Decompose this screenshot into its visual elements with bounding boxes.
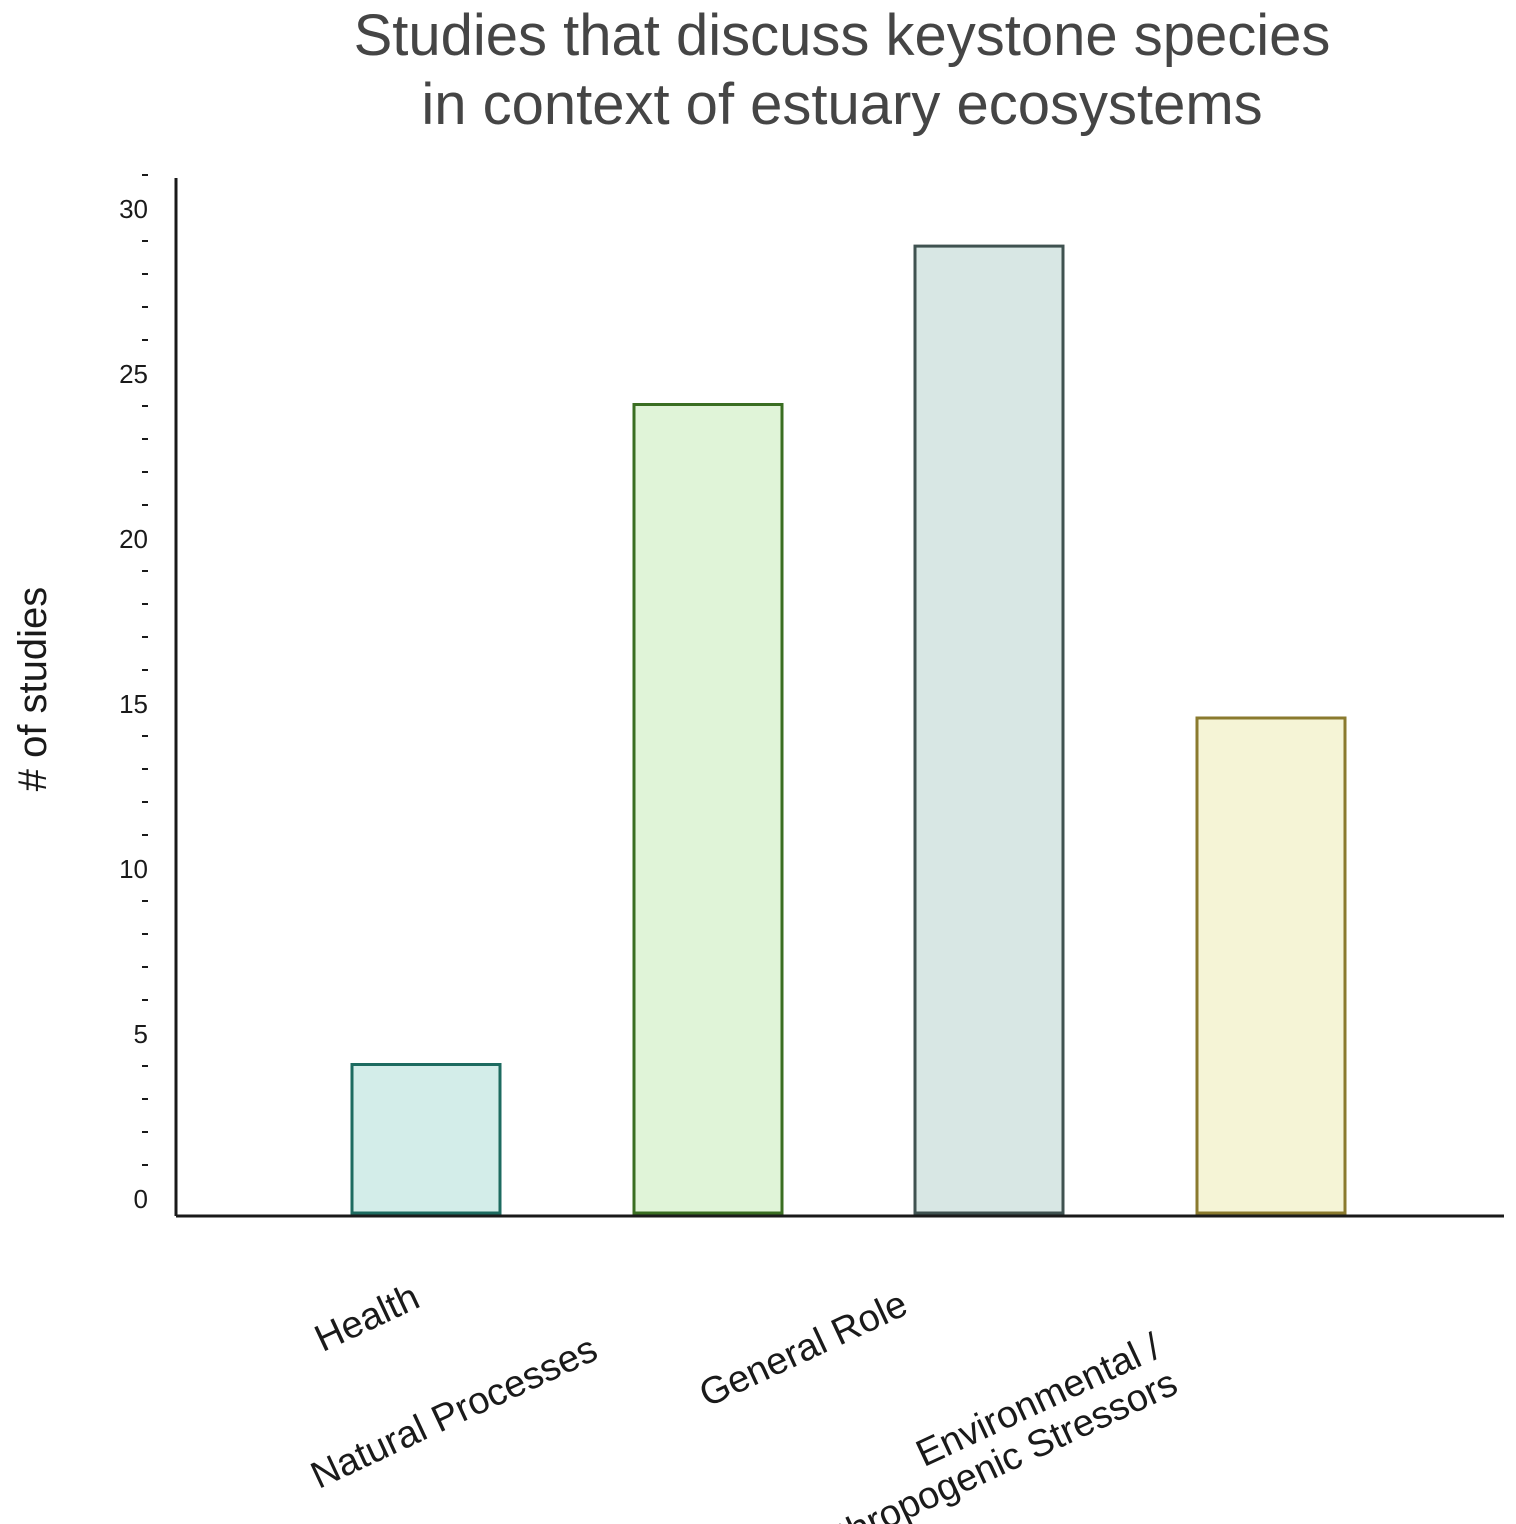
bars [350,244,1347,1215]
x-tick-label-line: General Role [693,1283,914,1416]
x-tick-label: Health [309,1276,426,1360]
x-tick-label-line: Health [309,1276,426,1360]
bar-1 [632,403,784,1215]
bar-2 [913,244,1065,1215]
y-axis-ticks: 0 5 10 15 20 25 30 [119,174,148,1214]
y-axis-label: # of studies [11,587,55,792]
bar-3 [1195,716,1347,1215]
y-tick-label: 5 [134,1019,148,1049]
chart-title-line-1: Studies that discuss keystone species [354,3,1331,68]
chart-title-line-2: in context of estuary ecosystems [421,72,1262,137]
y-tick-label: 30 [119,194,148,224]
y-tick-label: 25 [119,359,148,389]
y-tick-label: 10 [119,854,148,884]
bar-0 [350,1063,502,1215]
y-tick-label: 0 [134,1184,148,1214]
chart-title: Studies that discuss keystone species in… [354,3,1331,137]
y-tick-label: 20 [119,524,148,554]
y-tick-label: 15 [119,689,148,719]
x-tick-label-line: Natural Processes [305,1328,604,1497]
x-tick-label: Natural Processes [305,1328,604,1497]
x-tick-label: General Role [693,1283,914,1416]
axes [174,178,1504,1218]
